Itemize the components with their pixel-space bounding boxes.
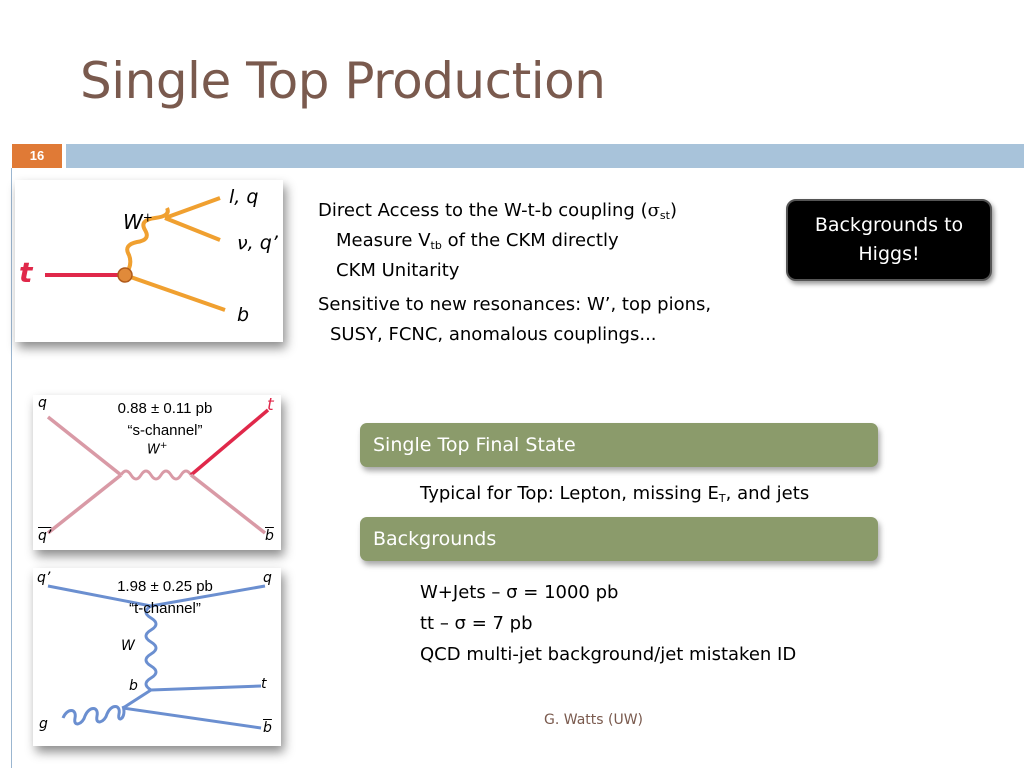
- t-channel-xsec: 1.98 ± 0.25 pb: [117, 578, 213, 595]
- footer-author: G. Watts (UW): [544, 712, 644, 728]
- s-qbar-label: q’: [38, 528, 52, 544]
- callout-line1: Backgrounds to: [814, 214, 964, 236]
- s-channel-svg: [46, 408, 270, 535]
- header-bar: [66, 144, 1024, 168]
- backgrounds-header: Backgrounds: [360, 517, 878, 561]
- point-direct-access: Direct Access to the W-t-b coupling (σst…: [318, 200, 677, 222]
- t-t-label: t: [261, 676, 267, 692]
- t-channel-diagram: q’ q W b t g b 1.98 ± 0.25 pb “t-channel…: [33, 568, 281, 746]
- higgs-callout: Backgrounds to Higgs!: [786, 199, 992, 281]
- left-border-line: [11, 168, 12, 768]
- final-state-header: Single Top Final State: [360, 423, 878, 467]
- t-channel-label: 1.98 ± 0.25 pb “t-channel”: [80, 576, 250, 620]
- t-channel-svg: [47, 584, 266, 730]
- s-bbar-label: b: [265, 528, 274, 544]
- top-decay-diagram: t W+ l, q ν, q’ b: [15, 180, 283, 342]
- point-measure-vtb: Measure Vtb of the CKM directly: [336, 230, 619, 252]
- t-bbar-label: b: [263, 720, 272, 736]
- background-item-tt: tt – σ = 7 pb: [420, 613, 533, 634]
- decay-w-label: W+: [123, 210, 153, 234]
- t-channel-name: “t-channel”: [129, 600, 201, 617]
- t-qp-label: q’: [37, 570, 51, 586]
- top-decay-svg: [45, 196, 226, 312]
- s-channel-diagram: q q’ t b W+ 0.88 ± 0.11 pb “s-channel”: [33, 395, 281, 550]
- decay-nu-label: ν, q’: [237, 232, 278, 254]
- background-item-wjets: W+Jets – σ = 1000 pb: [420, 582, 619, 603]
- point-ckm-unitarity: CKM Unitarity: [336, 260, 460, 281]
- s-channel-name: “s-channel”: [127, 422, 203, 439]
- point-sensitive-line1: Sensitive to new resonances: W’, top pio…: [318, 294, 712, 315]
- w-boson-line: [123, 207, 170, 277]
- decay-t-label: t: [19, 256, 33, 289]
- s-w-label: W+: [147, 441, 168, 458]
- s-channel-label: 0.88 ± 0.11 pb “s-channel”: [80, 398, 250, 442]
- background-item-qcd: QCD multi-jet background/jet mistaken ID: [420, 644, 797, 665]
- callout-line2: Higgs!: [858, 243, 920, 265]
- s-q-label: q: [38, 395, 47, 411]
- slide-title: Single Top Production: [80, 52, 606, 110]
- decay-lq-label: l, q: [229, 186, 259, 208]
- s-channel-xsec: 0.88 ± 0.11 pb: [117, 400, 213, 417]
- t-g-label: g: [39, 716, 48, 732]
- t-w-label: W: [121, 638, 135, 654]
- t-q-label: q: [263, 570, 272, 586]
- s-t-label: t: [267, 395, 274, 415]
- page-number-badge: 16: [12, 144, 62, 168]
- decay-b-label: b: [237, 304, 250, 326]
- vertex: [117, 267, 133, 283]
- final-state-text: Typical for Top: Lepton, missing ET, and…: [420, 483, 810, 505]
- point-sensitive-line2: SUSY, FCNC, anomalous couplings...: [330, 324, 657, 345]
- t-b-label: b: [129, 678, 138, 694]
